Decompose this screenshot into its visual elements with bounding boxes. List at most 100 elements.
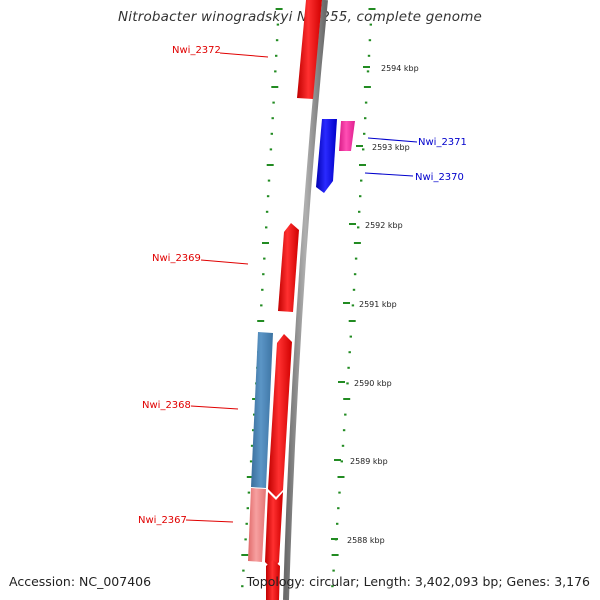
scale-tick-2593: 2593 kbp: [356, 143, 410, 152]
gene-nwi-2369-arrow[interactable]: [278, 223, 299, 312]
outer-minor-tick: [338, 491, 341, 494]
tick-label-2592: 2592 kbp: [365, 221, 403, 230]
outer-minor-tick: [349, 335, 352, 338]
scale-tick-2594: 2594 kbp: [363, 64, 419, 73]
outer-minor-tick: [364, 117, 367, 120]
inner-minor-tick: [261, 288, 264, 291]
inner-minor-tick: [262, 242, 269, 244]
scale-tick-2588: 2588 kbp: [331, 536, 385, 545]
gene-label-nwi-2367[interactable]: Nwi_2367: [138, 515, 234, 526]
gene-label-text-nwi-2371[interactable]: Nwi_2371: [418, 137, 467, 148]
inner-minor-tick: [265, 226, 268, 229]
outer-minor-tick: [340, 460, 343, 463]
outer-minor-tick: [351, 304, 355, 307]
inner-minor-tick: [252, 429, 255, 432]
inner-minor-tick: [267, 179, 271, 182]
gene-label-text-nwi-2372[interactable]: Nwi_2372: [172, 45, 221, 56]
inner-minor-tick: [246, 507, 249, 510]
outer-minor-tick: [344, 413, 347, 416]
outer-minor-tick: [364, 101, 368, 104]
tick-label-2589: 2589 kbp: [350, 457, 388, 466]
outer-minor-tick: [331, 585, 334, 588]
inner-minor-tick: [249, 460, 253, 463]
scale-tick-2591: 2591 kbp: [343, 300, 397, 309]
inner-minor-tick: [246, 476, 254, 478]
gene-nwi-2367-arrow[interactable]: [265, 492, 283, 570]
inner-minor-tick: [241, 585, 244, 588]
gene-label-text-nwi-2368[interactable]: Nwi_2368: [142, 400, 191, 411]
outer-minor-tick: [353, 242, 361, 244]
gene-nwi-2368-steelblue-segment: [251, 332, 273, 488]
gene-nwi-2371-arrow[interactable]: [339, 121, 355, 151]
outer-minor-tick: [337, 476, 345, 478]
outer-minor-tick: [363, 86, 371, 88]
tick-label-2593: 2593 kbp: [372, 143, 410, 152]
outer-minor-tick: [332, 569, 335, 572]
outer-minor-tick: [337, 507, 340, 510]
gene-nwi-2370-arrow[interactable]: [316, 119, 337, 193]
outer-minor-tick: [363, 132, 366, 135]
inner-minor-tick: [266, 195, 270, 198]
gene-nwi-2367-lightred-segment: [248, 488, 266, 562]
gene-label-nwi-2371[interactable]: Nwi_2371: [367, 137, 467, 148]
outer-minor-tick: [352, 288, 356, 291]
gene-label-text-nwi-2369[interactable]: Nwi_2369: [152, 253, 201, 264]
tick-label-2594: 2594 kbp: [381, 64, 419, 73]
inner-minor-tick: [276, 23, 280, 26]
gene-nwi-2372-arrow[interactable]: [297, 0, 322, 99]
outer-minor-tick: [367, 54, 371, 57]
genome-summary-text: Topology: circular; Length: 3,402,093 bp…: [246, 574, 590, 589]
gene-label-text-nwi-2370[interactable]: Nwi_2370: [415, 172, 464, 183]
inner-minor-tick: [250, 444, 254, 447]
scale-tick-2590: 2590 kbp: [338, 379, 392, 388]
inner-minor-tick: [242, 569, 245, 572]
scale-tick-2589: 2589 kbp: [334, 457, 388, 466]
outer-minor-tick: [368, 8, 376, 10]
inner-minor-tick: [275, 39, 279, 42]
outer-minor-tick: [342, 429, 346, 432]
outer-minor-tick: [341, 444, 345, 447]
tick-label-2590: 2590 kbp: [354, 379, 392, 388]
outer-tick-track: [331, 8, 376, 588]
inner-minor-tick: [257, 320, 265, 322]
outer-minor-tick: [357, 226, 360, 229]
outer-minor-tick: [360, 179, 363, 182]
inner-minor-tick: [266, 164, 274, 166]
inner-minor-tick: [244, 538, 247, 541]
inner-minor-tick: [245, 522, 248, 525]
inner-minor-tick: [271, 86, 279, 88]
inner-minor-tick: [274, 70, 277, 73]
gene-label-nwi-2370[interactable]: Nwi_2370: [364, 172, 464, 183]
outer-minor-tick: [353, 273, 357, 276]
outer-minor-tick: [343, 398, 351, 400]
outer-minor-tick: [359, 164, 366, 166]
scale-tick-2592: 2592 kbp: [349, 221, 403, 230]
gene-label-text-nwi-2367[interactable]: Nwi_2367: [138, 515, 187, 526]
genome-backbone: [283, 0, 328, 600]
inner-minor-tick: [253, 413, 256, 416]
gene-label-nwi-2369[interactable]: Nwi_2369: [152, 253, 249, 265]
tick-label-2588: 2588 kbp: [347, 536, 385, 545]
outer-minor-tick: [347, 366, 350, 369]
inner-minor-tick: [275, 54, 278, 57]
inner-minor-tick: [263, 257, 266, 260]
inner-minor-tick: [271, 117, 274, 120]
inner-minor-tick: [270, 132, 273, 135]
map-title: Nitrobacter winogradskyi Nb-255, complet…: [117, 9, 483, 25]
outer-minor-tick: [368, 39, 372, 42]
inner-minor-tick: [241, 554, 249, 556]
gene-label-nwi-2368[interactable]: Nwi_2368: [142, 400, 239, 411]
tick-label-2591: 2591 kbp: [359, 300, 397, 309]
outer-minor-tick: [331, 554, 339, 556]
outer-minor-tick: [348, 351, 351, 354]
outer-minor-tick: [362, 148, 365, 151]
inner-minor-tick: [260, 304, 263, 307]
outer-minor-tick: [346, 382, 349, 385]
gene-nwi-2368-arrow[interactable]: [268, 334, 292, 497]
outer-minor-tick: [348, 320, 356, 322]
inner-minor-tick: [269, 148, 273, 151]
outer-minor-tick: [336, 522, 339, 525]
inner-minor-tick: [272, 101, 275, 104]
gene-label-nwi-2372[interactable]: Nwi_2372: [172, 45, 269, 58]
